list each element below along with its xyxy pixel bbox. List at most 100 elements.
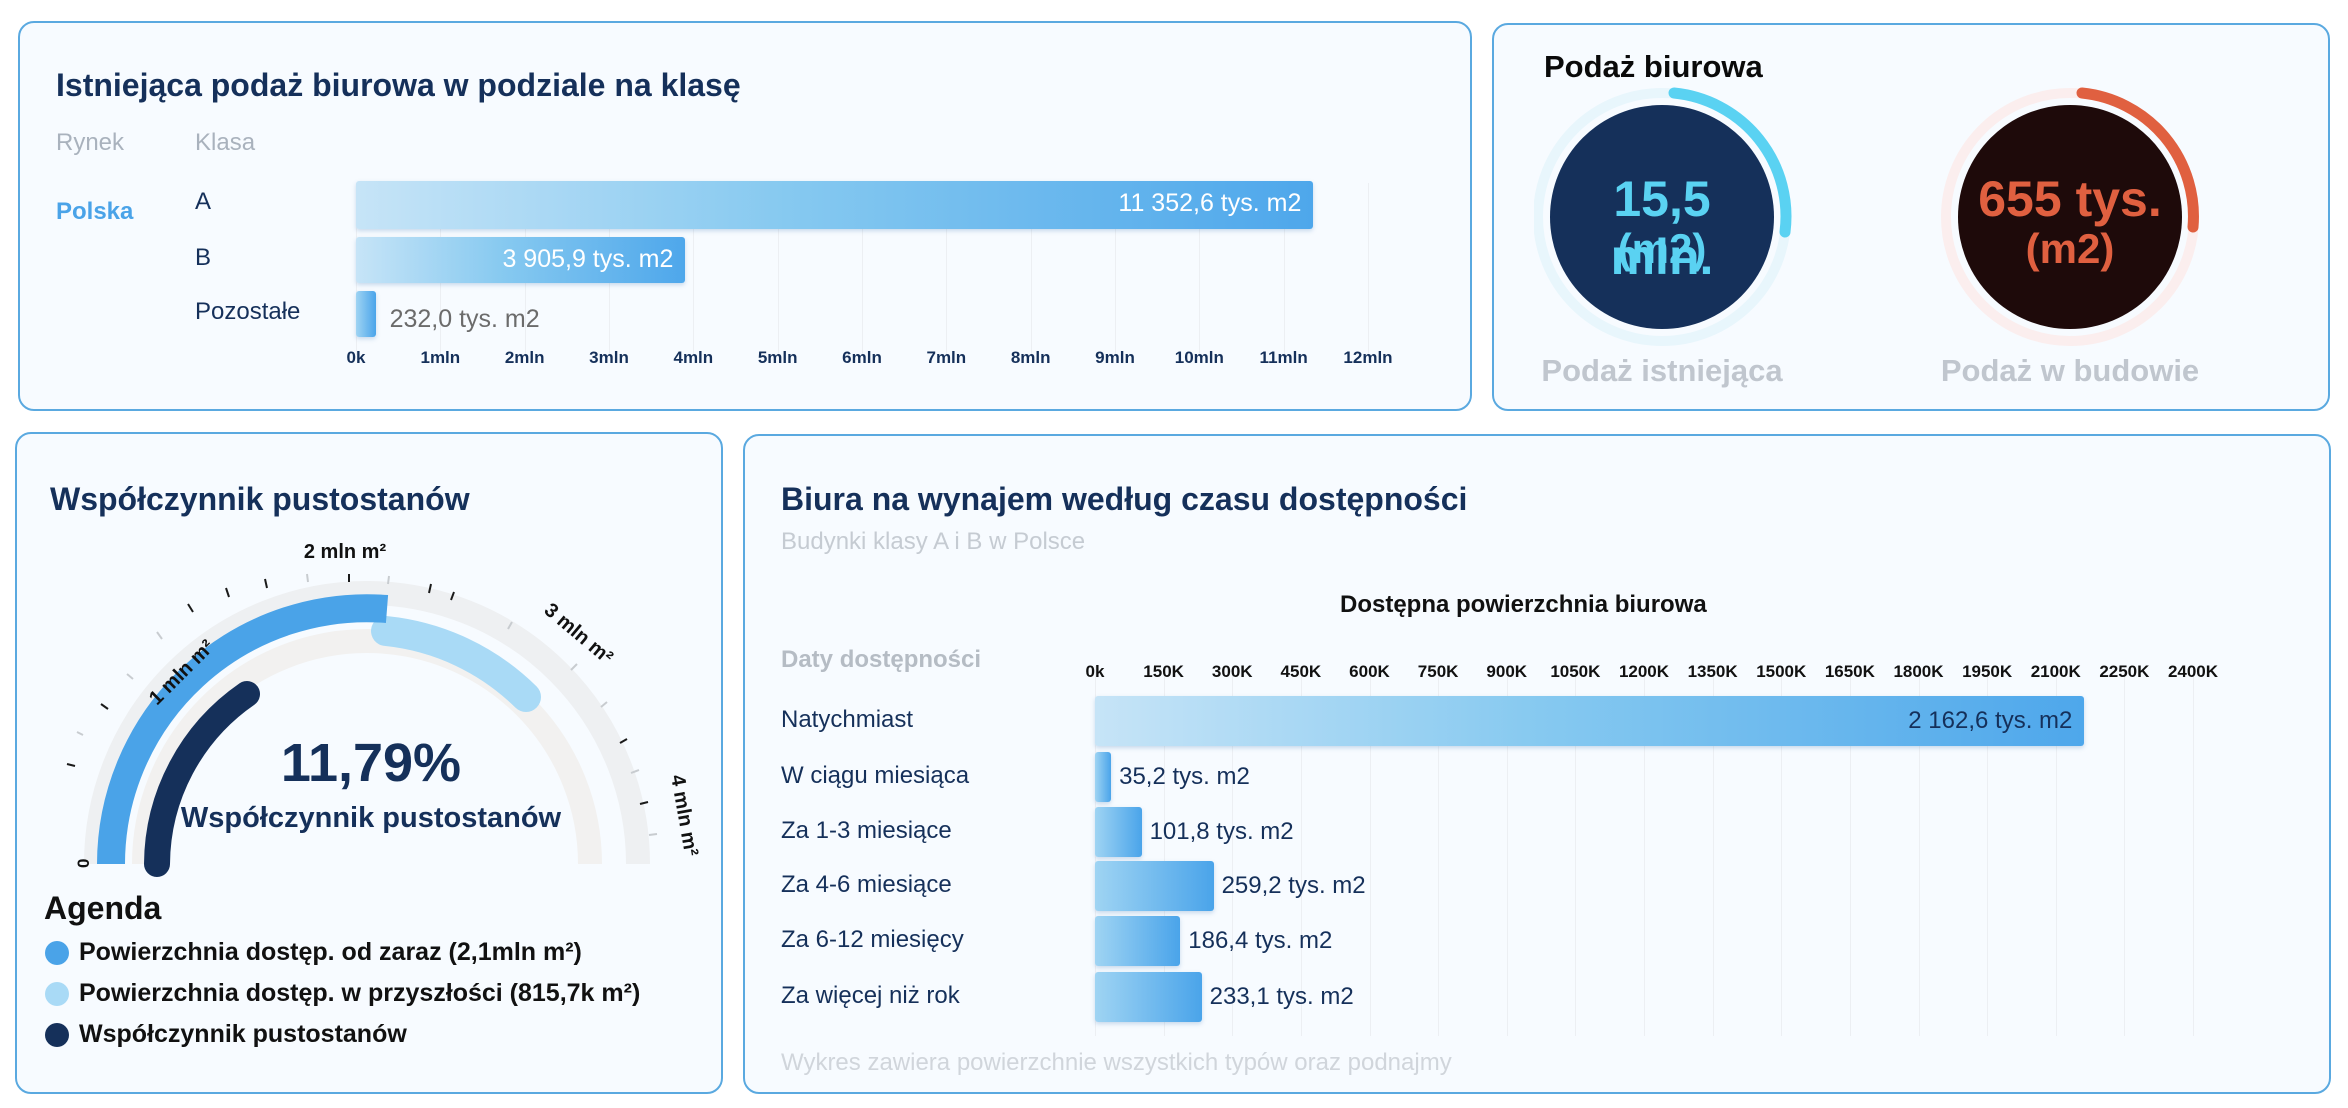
x-tick-label: 150K: [1143, 662, 1184, 681]
availability-title: Biura na wynajem według czasu dostępnośc…: [781, 481, 1468, 517]
availability-bar-value: 35,2 tys. m2: [1119, 763, 1250, 790]
x-tick-label: 2400K: [2167, 662, 2219, 681]
x-tick-label: 1350K: [1687, 662, 1738, 681]
gauge-label-2mln: 2 mln m²: [304, 541, 387, 563]
availability-column-header: Daty dostępności: [781, 646, 982, 673]
gridline: [1199, 183, 1201, 355]
market-label: Polska: [56, 198, 134, 225]
availability-bar-value: 259,2 tys. m2: [1221, 872, 1366, 899]
gauge-ticks: [66, 574, 649, 805]
existing-supply-caption: Podaż istniejąca: [1541, 353, 1783, 388]
existing-supply-unit: (m2): [1617, 225, 1707, 272]
gridline: [1369, 666, 1371, 1036]
legend-swatch-future: [45, 982, 69, 1006]
availability-row-label: Za 4-6 miesiące: [781, 871, 952, 898]
availability-bar-value: 186,4 tys. m2: [1188, 927, 1333, 954]
vacancy-card: Współczynnik pustostanów: [15, 432, 723, 1094]
gridline: [1781, 666, 1783, 1036]
gridline: [1030, 183, 1032, 355]
x-tick-label: 7mln: [926, 348, 967, 367]
x-tick-label: 1950K: [1962, 662, 2013, 681]
existing-supply-value: 15,5 mln.: [1610, 171, 1714, 285]
legend-label-immediate: Powierzchnia dostęp. od zaraz (2,1mln m²…: [79, 938, 582, 966]
class-supply-title: Istniejąca podaż biurowa w podziale na k…: [56, 67, 741, 103]
class-bar: [356, 291, 376, 337]
availability-row-label: Natychmiast: [781, 706, 914, 733]
x-tick-label: 450K: [1280, 662, 1322, 681]
vacancy-label: Współczynnik pustostanów: [180, 802, 562, 834]
gridline: [693, 183, 695, 355]
class-label: B: [195, 244, 212, 271]
gridline: [1438, 666, 1440, 1036]
availability-bar-chart: 0k 150K 300K 450K 600K 750K 900K 1050K 1200K 1350…: [745, 436, 2329, 1092]
x-tick-label: 10mln: [1174, 348, 1224, 367]
gridline: [1987, 666, 1989, 1036]
availability-row-label: Za więcej niż rok: [781, 982, 960, 1009]
x-tick-label: 4mln: [673, 348, 714, 367]
supply-card: Podaż biurowa 15,5 mln. (m2) Podaż istni…: [1492, 23, 2330, 411]
x-tick-label: 9mln: [1095, 348, 1135, 367]
vacancy-gauge: 0 1 mln m² 2 mln m² 3 mln m² 4 mln m²: [66, 541, 702, 877]
availability-chart-title: Dostępna powierzchnia biurowa: [1340, 591, 1707, 618]
column-header-market: Rynek: [56, 129, 125, 156]
gridline: [1918, 666, 1920, 1036]
x-tick-label: 1650K: [1824, 662, 1875, 681]
x-tick-label: 2250K: [2099, 662, 2150, 681]
x-tick-label: 1500K: [1756, 662, 1807, 681]
x-tick-label: 1200K: [1618, 662, 1670, 681]
gridline: [1232, 666, 1234, 1036]
x-tick-label: 3mln: [589, 348, 629, 367]
legend-swatch-vacancy: [45, 1023, 69, 1047]
gridline: [946, 183, 948, 355]
class-label: Pozostałe: [195, 298, 301, 325]
existing-supply-ring: [1534, 87, 1792, 346]
class-label: A: [195, 188, 212, 215]
x-tick-label: 1050K: [1550, 662, 1601, 681]
x-tick-label: 0k: [346, 348, 366, 367]
availability-row-label: Za 1-3 miesiące: [781, 817, 952, 844]
class-bar: [356, 181, 1314, 229]
legend-swatch-immediate: [45, 941, 69, 965]
availability-card: Biura na wynajem według czasu dostępnośc…: [743, 434, 2331, 1094]
x-tick-label: 600K: [1349, 662, 1390, 681]
gridline: [1163, 666, 1165, 1036]
gridline: [2055, 666, 2057, 1036]
legend-label-vacancy: Współczynnik pustostanów: [79, 1020, 407, 1048]
availability-bar: [1095, 807, 1142, 857]
x-tick-label: 2mln: [504, 348, 545, 367]
construction-supply-ring: [1941, 87, 2199, 346]
gridline: [1575, 666, 1577, 1036]
construction-supply-unit: (m2): [2025, 225, 2115, 272]
gauge-minor-ticks: [76, 573, 658, 836]
gridline: [1712, 666, 1714, 1036]
vacancy-title: Współczynnik pustostanów: [50, 481, 470, 517]
gridline: [1849, 666, 1851, 1036]
availability-bar: [1095, 696, 2085, 746]
x-tick-label: 6mln: [842, 348, 882, 367]
gridline: [777, 183, 779, 355]
class-bar: [356, 237, 686, 283]
agenda-title: Agenda: [44, 890, 162, 926]
x-tick-label: 300K: [1211, 662, 1253, 681]
x-tick-label: 11mln: [1259, 348, 1308, 367]
availability-bar: [1095, 916, 1181, 966]
class-bar-value: 232,0 tys. m2: [389, 305, 540, 333]
x-tick-label: 1800K: [1893, 662, 1944, 681]
availability-row-label: Za 6-12 miesięcy: [781, 926, 964, 953]
gridline: [2124, 666, 2126, 1036]
gridline: [1368, 183, 1369, 355]
gridline: [1283, 183, 1285, 355]
availability-bar-value: 101,8 tys. m2: [1149, 818, 1294, 845]
availability-bar: [1095, 861, 1214, 911]
class-bar-value: 11 352,6 tys. m2: [1118, 189, 1302, 217]
x-tick-label: 900K: [1486, 662, 1528, 681]
class-bar-value: 3 905,9 tys. m2: [502, 245, 674, 273]
column-header-class: Klasa: [195, 129, 256, 156]
x-tick-label: 8mln: [1010, 348, 1051, 367]
x-tick-label: 0k: [1085, 662, 1105, 681]
construction-supply-value: 655 tys.: [1978, 171, 2162, 227]
vacancy-value: 11,79%: [280, 733, 462, 793]
availability-bar-value: 2 162,6 tys. m2: [1908, 707, 2073, 734]
legend-label-future: Powierzchnia dostęp. w przyszłości (815,…: [79, 979, 641, 1007]
availability-bar: [1095, 972, 1202, 1022]
